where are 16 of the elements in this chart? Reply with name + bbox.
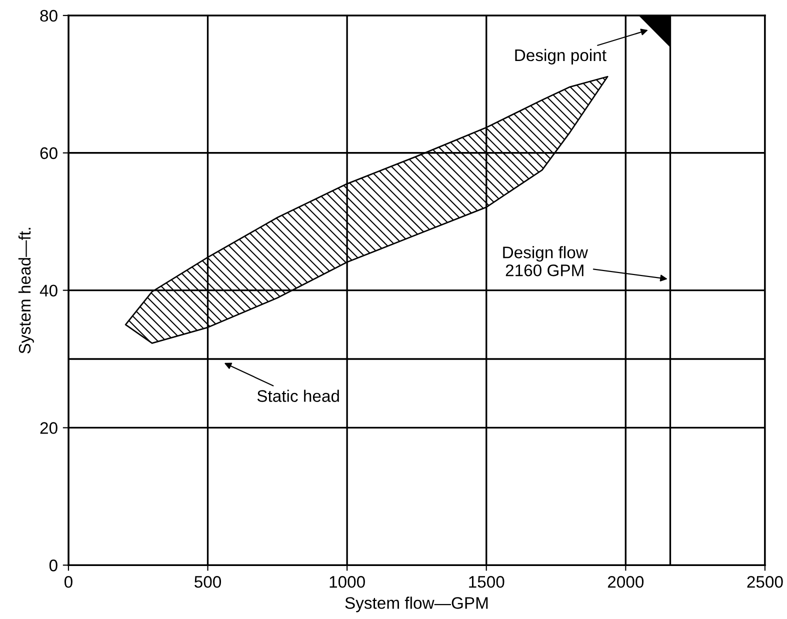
x-tick-label: 2000	[608, 576, 644, 588]
x-tick-label: 500	[194, 576, 222, 588]
legend-label: Static head	[257, 390, 339, 402]
y-tick-label: 40	[40, 284, 58, 297]
x-tick-label: 2500	[747, 576, 783, 588]
y-tick-label: 80	[40, 10, 58, 22]
ref-line-label: Design flow 2160 GPM	[503, 246, 588, 276]
y-tick-label: 20	[40, 422, 58, 434]
x-tick-label: 1500	[469, 576, 504, 588]
y-tick-label: 60	[40, 147, 58, 160]
y-axis-title: System head—ft.	[18, 228, 34, 354]
x-axis-title: System flow—GPM	[345, 596, 488, 612]
x-tick-label: 0	[64, 576, 72, 588]
y-tick-label: 0	[49, 560, 58, 572]
annotation: Design point	[515, 48, 606, 64]
x-tick-label: 1000	[330, 576, 365, 588]
